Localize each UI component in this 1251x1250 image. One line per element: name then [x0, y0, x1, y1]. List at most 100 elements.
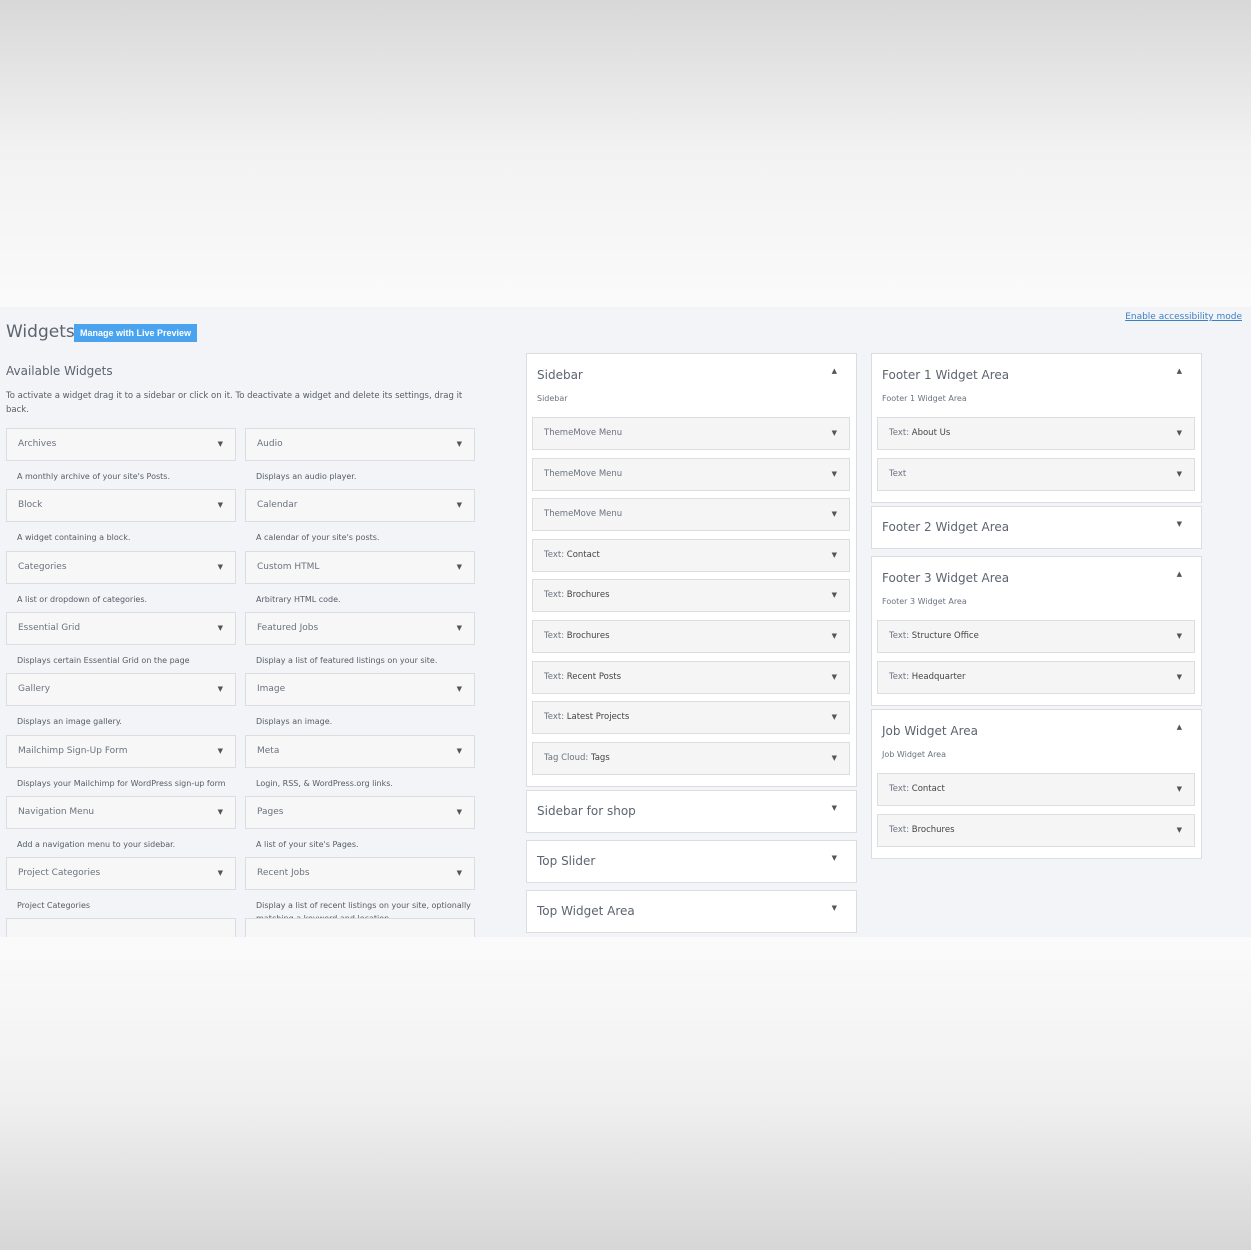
widget-project-categories[interactable]: Project Categories ▼ — [6, 857, 236, 891]
area-title[interactable]: Top Slider — [537, 854, 596, 868]
area-title[interactable]: Job Widget Area — [882, 724, 978, 738]
triangle-down-icon[interactable]: ▼ — [1176, 429, 1182, 437]
area-title[interactable]: Sidebar — [537, 368, 583, 382]
triangle-down-icon[interactable]: ▼ — [831, 429, 837, 437]
area-widget[interactable]: Tag Cloud: Tags ▼ — [532, 741, 850, 775]
triangle-down-icon[interactable]: ▼ — [1176, 785, 1182, 793]
triangle-down-icon[interactable]: ▼ — [831, 550, 837, 559]
widget-name: Gallery — [18, 684, 51, 695]
manage-live-preview-button[interactable]: Manage with Live Preview — [74, 324, 198, 342]
widget-calendar[interactable]: Calendar ▼ — [245, 489, 475, 523]
area-widget[interactable]: Text: Contact ▼ — [877, 773, 1195, 806]
triangle-down-icon[interactable]: ▼ — [456, 685, 462, 694]
area-widget[interactable]: ThemeMove Menu ▼ — [532, 498, 850, 532]
triangle-down-icon[interactable]: ▼ — [217, 685, 223, 694]
widget-area-top-widget-area[interactable]: Top Widget Area ▼ — [526, 890, 857, 933]
triangle-down-icon[interactable]: ▼ — [1176, 520, 1182, 528]
triangle-down-icon[interactable]: ▼ — [1176, 632, 1182, 640]
widget-description: Add a navigation menu to your sidebar. — [17, 839, 176, 849]
widget-mailchimp-sign-up-form[interactable]: Mailchimp Sign-Up Form ▼ — [6, 734, 236, 768]
triangle-down-icon[interactable]: ▼ — [456, 440, 462, 448]
area-title[interactable]: Footer 1 Widget Area — [882, 368, 1010, 382]
triangle-down-icon[interactable]: ▼ — [217, 746, 223, 755]
area-widget[interactable]: Text: Structure Office ▼ — [877, 620, 1195, 653]
widget-description: Displays your Mailchimp for WordPress si… — [17, 778, 226, 788]
area-title[interactable]: Top Widget Area — [537, 904, 635, 918]
triangle-down-icon[interactable]: ▼ — [1176, 469, 1182, 478]
widget-block[interactable]: Block ▼ — [6, 489, 236, 523]
area-widget[interactable]: ThemeMove Menu ▼ — [532, 417, 850, 450]
triangle-down-icon[interactable]: ▼ — [831, 753, 837, 762]
triangle-down-icon[interactable]: ▼ — [456, 869, 462, 878]
triangle-down-icon[interactable]: ▼ — [831, 510, 837, 519]
triangle-down-icon[interactable]: ▼ — [456, 746, 462, 755]
area-widget[interactable]: Text: Brochures ▼ — [532, 579, 850, 613]
widget-gallery[interactable]: Gallery ▼ — [6, 673, 236, 707]
area-widget[interactable]: Text: About Us ▼ — [877, 417, 1195, 450]
widget-description: A calendar of your site's posts. — [256, 533, 380, 543]
widget-area-top-slider[interactable]: Top Slider ▼ — [526, 840, 857, 883]
widget-area-footer-2-widget-area[interactable]: Footer 2 Widget Area ▼ — [871, 506, 1202, 549]
area-widget[interactable]: Text: Brochures ▼ — [532, 620, 850, 653]
triangle-down-icon[interactable]: ▼ — [456, 501, 462, 510]
triangle-up-icon[interactable]: ▲ — [831, 367, 837, 375]
triangle-down-icon[interactable]: ▼ — [831, 854, 837, 862]
triangle-down-icon[interactable]: ▼ — [217, 501, 223, 510]
widget-name: Image — [257, 684, 286, 695]
area-widget[interactable]: Text: Brochures ▼ — [877, 813, 1195, 847]
triangle-down-icon[interactable]: ▼ — [831, 591, 837, 600]
triangle-down-icon[interactable]: ▼ — [456, 562, 462, 571]
widget-recent-jobs[interactable]: Recent Jobs ▼ — [245, 857, 475, 891]
area-widget[interactable]: Text ▼ — [877, 457, 1195, 491]
area-title[interactable]: Footer 2 Widget Area — [882, 520, 1010, 534]
widget-featured-jobs[interactable]: Featured Jobs ▼ — [245, 611, 475, 645]
widget-categories[interactable]: Categories ▼ — [6, 550, 236, 584]
area-widget[interactable]: Text: Contact ▼ — [532, 538, 850, 572]
triangle-up-icon[interactable]: ▲ — [1176, 723, 1182, 731]
triangle-down-icon[interactable]: ▼ — [217, 869, 223, 878]
triangle-down-icon[interactable]: ▼ — [1176, 825, 1182, 834]
triangle-down-icon[interactable]: ▼ — [831, 804, 837, 812]
triangle-down-icon[interactable]: ▼ — [217, 440, 223, 448]
widget-name: Meta — [257, 745, 280, 756]
area-widget[interactable]: Text: Latest Projects ▼ — [532, 701, 850, 735]
area-widget[interactable]: Text: Recent Posts ▼ — [532, 660, 850, 694]
triangle-down-icon[interactable]: ▼ — [456, 807, 462, 816]
triangle-down-icon[interactable]: ▼ — [1176, 672, 1182, 681]
widget-type: Text: — [889, 824, 912, 835]
widget-custom-html[interactable]: Custom HTML ▼ — [245, 550, 475, 584]
area-widget[interactable]: ThemeMove Menu ▼ — [532, 457, 850, 491]
widget-archives[interactable]: Archives ▼ — [6, 428, 236, 461]
widget-pages[interactable]: Pages ▼ — [245, 795, 475, 829]
widget-area-footer-1-widget-area[interactable]: Footer 1 Widget Area ▲ Footer 1 Widget Ar… — [871, 353, 1202, 504]
widget-navigation-menu[interactable]: Navigation Menu ▼ — [6, 795, 236, 829]
widget-essential-grid[interactable]: Essential Grid ▼ — [6, 611, 236, 645]
triangle-down-icon[interactable]: ▼ — [456, 623, 462, 632]
triangle-down-icon[interactable]: ▼ — [831, 713, 837, 722]
area-title[interactable]: Sidebar for shop — [537, 804, 636, 818]
widget-description: A list of your site's Pages. — [256, 839, 359, 849]
widget-area-job-widget-area[interactable]: Job Widget Area ▲ Job Widget Area Text: C… — [871, 709, 1202, 860]
area-widget[interactable]: Text: Headquarter ▼ — [877, 660, 1195, 694]
widget-area-sidebar[interactable]: Sidebar ▲ Sidebar ThemeMove Menu ▼ ThemeM… — [526, 353, 857, 788]
widget-image[interactable]: Image ▼ — [245, 673, 475, 707]
triangle-down-icon[interactable]: ▼ — [831, 469, 837, 478]
triangle-down-icon[interactable]: ▼ — [217, 807, 223, 816]
widget-audio[interactable]: Audio ▼ — [245, 428, 475, 461]
enable-accessibility-link[interactable]: Enable accessibility mode — [1125, 312, 1242, 322]
triangle-down-icon[interactable]: ▼ — [831, 672, 837, 681]
triangle-down-icon[interactable]: ▼ — [217, 562, 223, 571]
widget-box[interactable] — [245, 918, 475, 937]
widget-area-footer-3-widget-area[interactable]: Footer 3 Widget Area ▲ Footer 3 Widget Ar… — [871, 556, 1202, 707]
triangle-down-icon[interactable]: ▼ — [831, 904, 837, 912]
widget-box[interactable] — [6, 918, 236, 937]
triangle-down-icon[interactable]: ▼ — [217, 623, 223, 632]
triangle-up-icon[interactable]: ▲ — [1176, 367, 1182, 375]
widget-title: Headquarter — [911, 671, 966, 682]
available-widgets-intro: To activate a widget drag it to a sideba… — [6, 391, 463, 415]
area-title[interactable]: Footer 3 Widget Area — [882, 571, 1010, 585]
triangle-down-icon[interactable]: ▼ — [831, 632, 837, 640]
widget-meta[interactable]: Meta ▼ — [245, 734, 475, 768]
widget-area-sidebar-for-shop[interactable]: Sidebar for shop ▼ — [526, 790, 857, 833]
triangle-up-icon[interactable]: ▲ — [1176, 570, 1182, 578]
